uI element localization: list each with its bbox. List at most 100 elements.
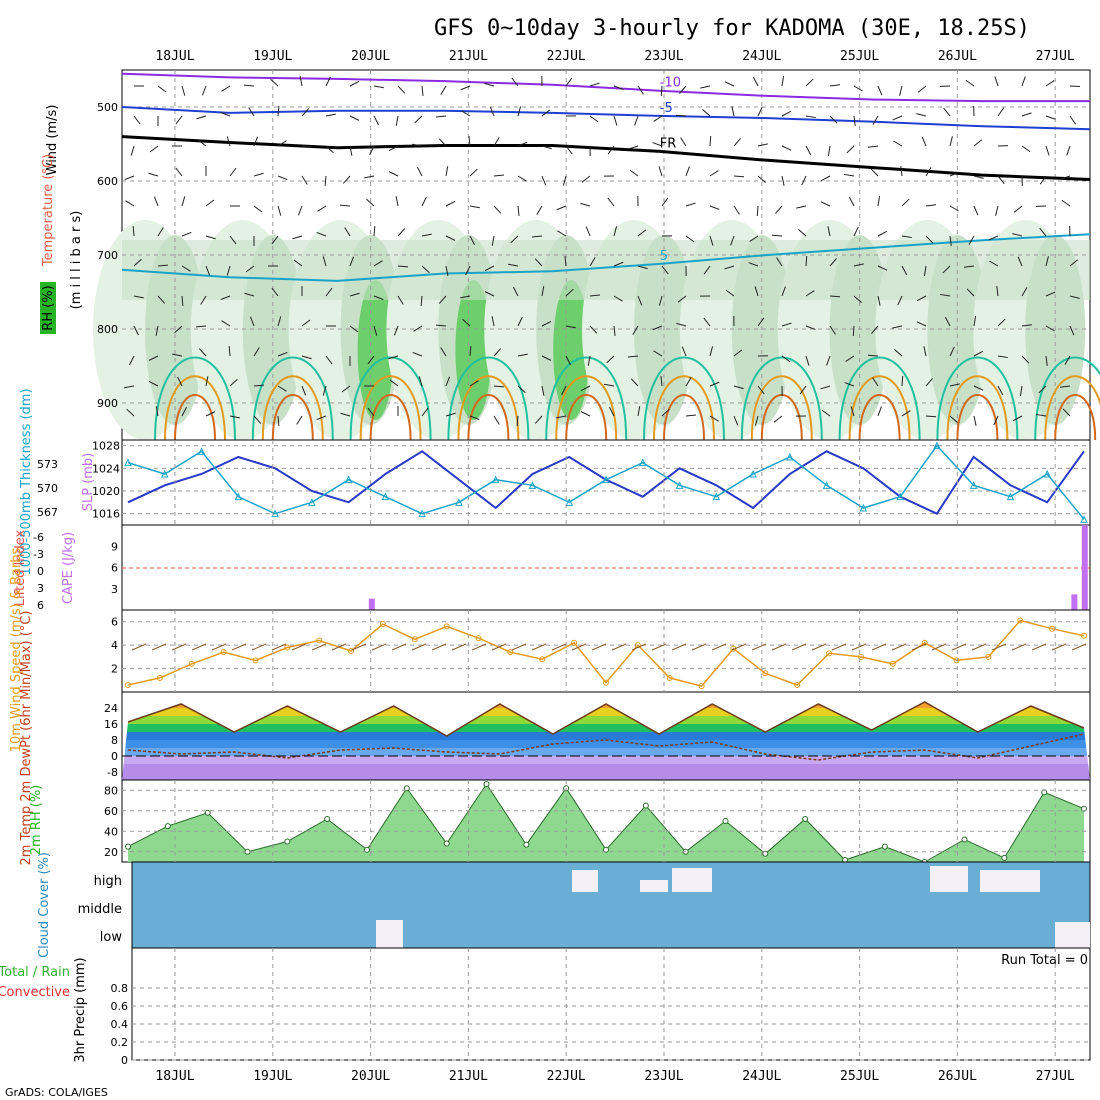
wind-barb: [848, 196, 855, 207]
precip-tick-label: 0: [121, 1054, 128, 1067]
wind-barb: [1019, 385, 1023, 396]
wind-barb: [130, 145, 135, 156]
surface-wind-barb: [771, 643, 787, 651]
wind-barb: [660, 376, 663, 387]
wind-barb: [253, 205, 263, 213]
surface-wind-barb: [571, 643, 587, 651]
wind-barb: [153, 196, 159, 207]
wind-barb: [637, 295, 643, 306]
wind-barb: [460, 85, 471, 91]
wind-barb: [580, 385, 591, 391]
temperature-contour: [750, 375, 813, 441]
wind-barb: [680, 137, 687, 147]
date-label-bottom: 26JUL: [938, 1069, 977, 1084]
rh-marker: [164, 823, 171, 830]
surface-wind-barb: [971, 643, 987, 651]
temp-tick-label: 8: [111, 734, 118, 747]
wind-barb: [781, 175, 785, 186]
date-label-top: 19JUL: [253, 49, 292, 64]
dewpoint-line: [127, 733, 1085, 761]
wind-barb: [702, 109, 711, 117]
surface-wind-barb: [751, 643, 767, 651]
wind-barb: [493, 385, 505, 388]
wind-barb: [966, 288, 975, 297]
wind-barb: [148, 355, 159, 361]
thickness-marker: [1080, 515, 1088, 523]
wind-speed-marker: [507, 649, 514, 656]
rh-marker: [961, 836, 968, 843]
thickness-axis-label: 1000-500mb Thickness (dm): [19, 388, 34, 575]
wind-barb: [220, 111, 231, 117]
wind-barb: [541, 321, 552, 327]
rh-area: [128, 784, 1084, 862]
temperature-contour: [1044, 375, 1100, 441]
rh-tick-label: 80: [104, 784, 118, 797]
wind-speed-marker: [125, 681, 131, 688]
wind-barb: [462, 318, 471, 327]
wind-barb: [679, 85, 687, 94]
thickness-marker: [308, 498, 316, 506]
wind-barb: [469, 235, 475, 246]
wind-barb: [685, 166, 690, 177]
thickness-marker: [271, 509, 279, 518]
wind-barb: [921, 136, 927, 147]
wind-barb: [253, 415, 262, 424]
wind-barb: [516, 415, 519, 427]
rh-marker: [284, 838, 291, 845]
wind-barb: [997, 385, 1004, 396]
wind-barb: [1045, 355, 1048, 366]
rh-marker: [443, 840, 450, 847]
wind-barb: [129, 355, 135, 366]
thickness-marker: [1043, 469, 1052, 478]
wind-barb: [541, 355, 552, 361]
wind-barb: [628, 355, 639, 358]
surface-wind-barb: [531, 643, 547, 651]
wind-barb: [316, 415, 327, 421]
thickness-marker: [491, 475, 500, 484]
temp-band: [122, 702, 1090, 708]
wind-barb: [508, 263, 519, 267]
date-label-bottom: 25JUL: [840, 1069, 879, 1084]
rh-marker: [403, 785, 410, 792]
wind-barb: [445, 201, 456, 207]
wind-barb: [349, 81, 360, 87]
wind-barb: [781, 322, 792, 327]
wind-axis-label: Wind (m/s): [45, 105, 60, 176]
wind-barb: [148, 172, 159, 177]
wind-barb: [923, 265, 927, 276]
temperature-axis-label: Temperature (°C): [41, 154, 56, 267]
wind-barb: [613, 226, 618, 237]
surface-wind-barb: [391, 643, 407, 651]
clear-sky-block: [1055, 922, 1090, 948]
wind-barb: [445, 235, 456, 241]
wind-barb: [445, 376, 451, 387]
lifted-index-axis-label: Lifted Index: [13, 529, 28, 606]
surface-wind-barb: [951, 643, 967, 651]
wind-barb: [445, 265, 449, 276]
rh-marker: [125, 843, 131, 850]
wind-barb: [221, 85, 231, 92]
wind-speed-marker: [698, 683, 705, 690]
surface-wind-barb: [811, 643, 827, 651]
temperature-contour: [251, 356, 334, 441]
surface-wind-barb: [411, 643, 427, 651]
wind-barb: [339, 204, 351, 207]
wind-barb: [589, 257, 596, 267]
wind-barb: [125, 200, 135, 207]
wind-barb: [148, 381, 159, 387]
wind-barb: [781, 110, 792, 117]
rh-tick-label: 40: [104, 825, 118, 838]
temperature-contour: [858, 394, 901, 441]
thickness-marker: [602, 475, 610, 484]
wind-barb: [752, 76, 759, 87]
wind-barb: [853, 263, 864, 267]
wind-barb: [700, 85, 711, 89]
wind-barb: [181, 85, 186, 96]
wind-barb: [157, 295, 166, 304]
wind-barb: [949, 136, 953, 147]
temperature-contour: [467, 394, 510, 441]
wind-speed-marker: [666, 674, 673, 681]
wind-barb: [325, 145, 334, 154]
wind-barb: [342, 175, 351, 184]
wind-barb: [562, 175, 567, 186]
